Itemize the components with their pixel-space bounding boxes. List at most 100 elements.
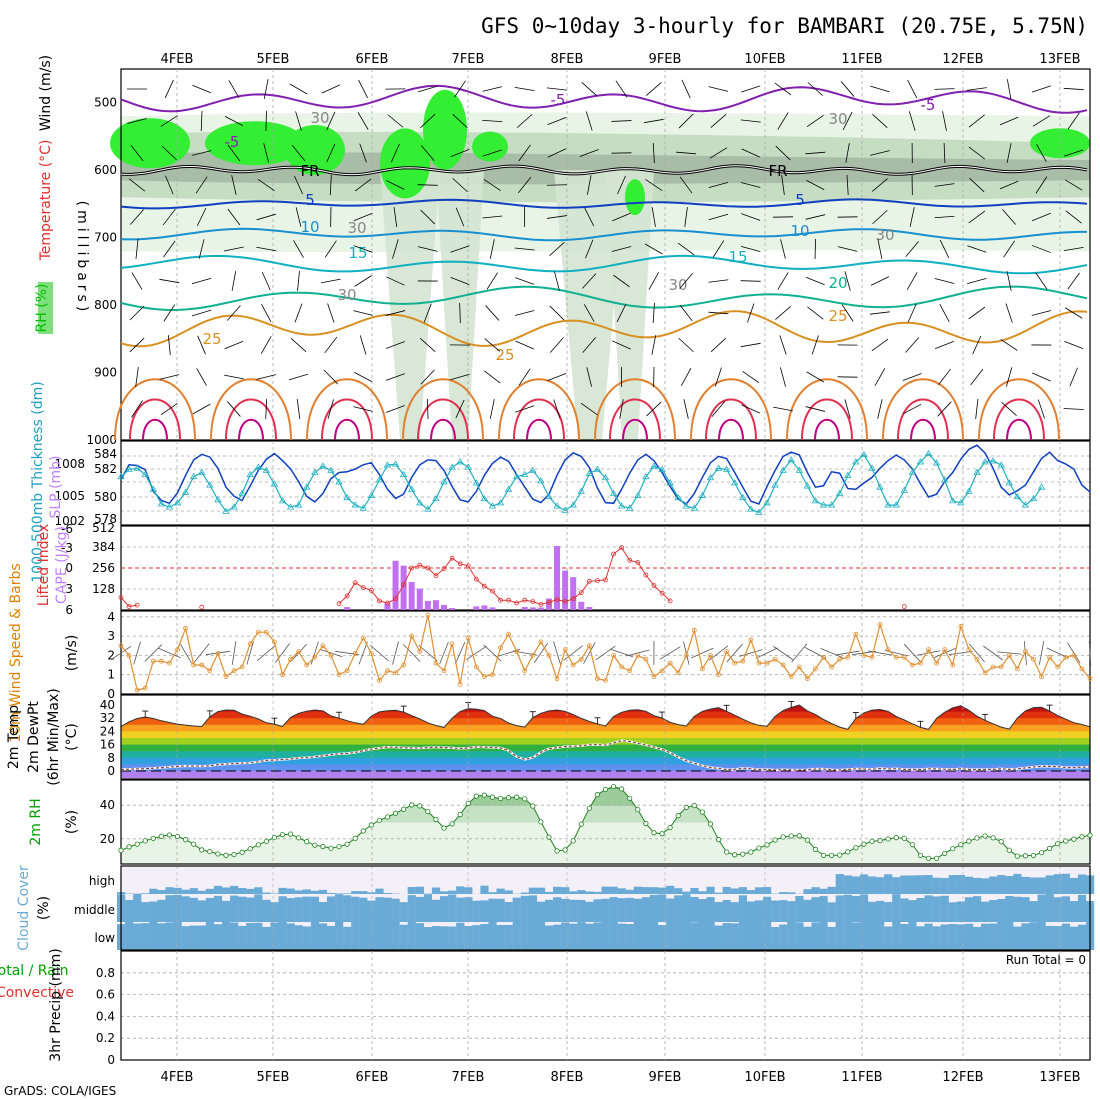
cloud-bar (399, 924, 408, 950)
thickness-point (173, 499, 182, 506)
wind-barb (615, 80, 628, 98)
cloud-bar (1005, 922, 1014, 950)
cloud-bar (359, 897, 368, 922)
rh-point (942, 850, 948, 857)
wind-barb (418, 85, 438, 93)
li-tick: -6 (61, 522, 73, 536)
wind-barb (934, 183, 955, 187)
rh-point (287, 831, 294, 837)
wind-barb (651, 335, 657, 355)
precip-tick: 0 (107, 1053, 115, 1067)
cloud-bar (367, 922, 376, 950)
cloud-bar (924, 923, 933, 950)
wind-barb (484, 338, 501, 352)
cloud-bar (981, 878, 990, 894)
wind-barb (807, 306, 824, 320)
wind-barb (740, 119, 761, 123)
rh-point (562, 847, 568, 853)
date-label: 12FEB (942, 52, 983, 67)
wind-barb (679, 304, 693, 322)
cloud-bar (601, 922, 610, 950)
wind-barb (935, 341, 954, 349)
cloud-bar (666, 885, 675, 894)
panel-frame (120, 68, 1091, 441)
cloud-bar (141, 902, 150, 922)
surface-wind-barb (983, 645, 1004, 661)
wind-barb (163, 304, 176, 322)
axis-label: CAPE (J/kg) (54, 526, 70, 604)
thickness-point (391, 460, 400, 467)
wind-speed-point (740, 658, 746, 664)
rh-point (812, 846, 819, 852)
thickness-point (827, 501, 836, 508)
surface-wind-barb (903, 643, 921, 663)
rh-point (594, 792, 601, 798)
wind-barb (420, 113, 436, 129)
cloud-bar (278, 922, 287, 950)
rh-90-patch (380, 128, 430, 199)
isotherm-35 (705, 398, 757, 441)
cloud-bar (456, 897, 465, 922)
rh-point (166, 832, 173, 838)
cape-bar (449, 608, 456, 610)
cloud-bar (811, 887, 820, 894)
wind-barb (874, 368, 886, 386)
thickness-point (981, 458, 989, 465)
cloud-bar (536, 901, 546, 922)
cloud-bar (964, 897, 974, 922)
lifted-index-point (522, 597, 528, 603)
cloud-bar (448, 890, 457, 894)
cloud-bar (811, 922, 820, 950)
cloud-bar (318, 902, 328, 922)
cloud-bar (230, 922, 239, 950)
rh-point (958, 842, 964, 848)
isotherm-40 (1006, 419, 1032, 441)
rh-point (756, 845, 762, 851)
isotherm-minus5 (120, 84, 1088, 114)
wind-barb (938, 368, 951, 386)
rh-point (982, 833, 988, 839)
wind-barb (1006, 143, 1012, 163)
thickness-point (650, 462, 658, 469)
thickness-point (690, 504, 699, 511)
cloud-bar (956, 901, 965, 922)
rh-90-patch (423, 89, 467, 170)
cloud-bar (900, 923, 909, 950)
lifted-index-point (385, 600, 390, 606)
wind-barb (358, 79, 368, 99)
wind-barb (586, 367, 592, 387)
cloud-bar (779, 892, 788, 894)
wind-speed-point (893, 654, 899, 660)
cape-bar (408, 582, 415, 610)
wind-speed-point (603, 678, 608, 683)
surface-wind-barb (916, 650, 941, 656)
cape-bar (562, 570, 569, 610)
wind-barb (514, 247, 535, 251)
pressure-tick: 800 (94, 298, 117, 312)
wind-barb (811, 335, 819, 355)
cloud-bar (141, 893, 150, 894)
lifted-index-point (368, 588, 374, 593)
date-label: 8FEB (551, 52, 584, 67)
surface-wind-barb (553, 641, 561, 665)
pressure-tick: 600 (94, 163, 117, 177)
thickness-point (488, 502, 497, 509)
wind-barb (712, 240, 725, 258)
isotherm-40 (526, 419, 552, 441)
wind-barb (934, 278, 955, 284)
cloud-bar (1069, 901, 1079, 922)
wind-speed-point (570, 662, 576, 668)
cloud-bar (326, 892, 336, 894)
cloud-bar (633, 898, 642, 922)
wind-speed-point (691, 627, 697, 633)
rh-point (271, 834, 278, 841)
cape-bar (481, 605, 488, 610)
cloud-bar (472, 900, 481, 922)
surface-wind-barb (246, 641, 254, 665)
thickness-point (642, 472, 650, 480)
rh-point (336, 844, 342, 850)
thickness-point (601, 473, 610, 481)
surface-wind-barb (773, 645, 794, 661)
cloud-bar (221, 900, 231, 922)
